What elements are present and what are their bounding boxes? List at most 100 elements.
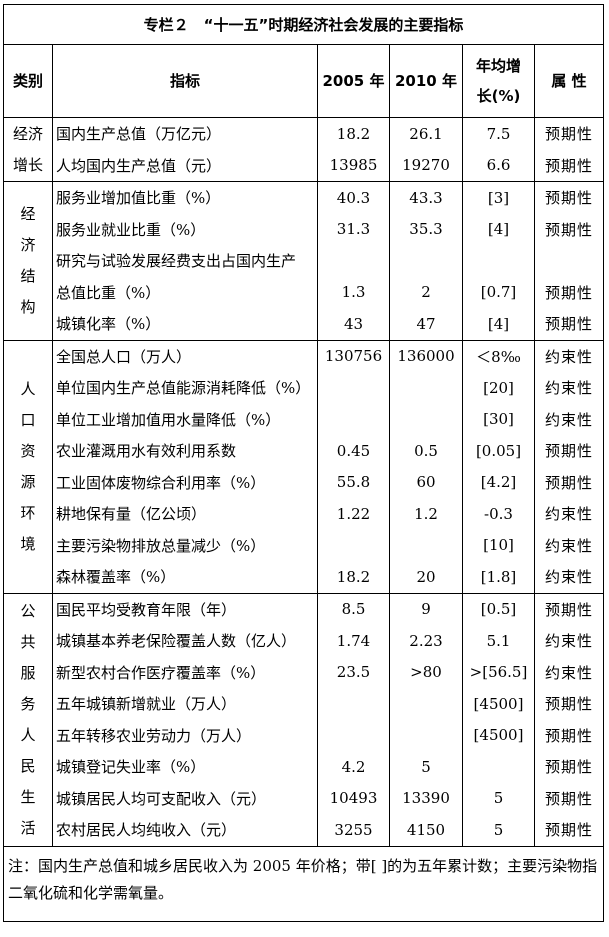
table-row: 主要污染物排放总量减少（%） [10] 约束性 (4, 529, 605, 561)
value-2010-cell: >80 (389, 656, 463, 688)
attribute-cell: 预期性 (533, 276, 605, 308)
header-growth-line1: 年均增 (475, 57, 521, 75)
value-2010-cell (389, 403, 463, 435)
indicator-cell: 单位国内生产总值能源消耗降低（%） (52, 372, 318, 404)
indicator-cell: 总值比重（%） (52, 276, 318, 308)
growth-cell: 7.5 (462, 117, 535, 150)
value-2010-cell: 26.1 (389, 117, 463, 150)
value-2005-cell (317, 372, 390, 404)
growth-cell: 5.1 (462, 625, 535, 657)
value-2005-cell: 13985 (317, 149, 390, 182)
indicator-cell: 城镇化率（%） (52, 308, 318, 341)
attribute-cell: 预期性 (533, 466, 605, 498)
value-2010-cell: 2 (389, 276, 463, 308)
attribute-cell: 预期性 (533, 435, 605, 467)
attribute-cell: 预期性 (533, 181, 605, 214)
indicator-cell: 国内生产总值（万亿元） (52, 117, 318, 150)
value-2005-cell: 1.3 (317, 276, 390, 308)
category-label-line: 民 (20, 756, 36, 775)
header-2010: 2010 年 (389, 44, 463, 118)
value-2010-cell: 60 (389, 466, 463, 498)
value-2010-cell (389, 688, 463, 720)
category-label-line: 济 (20, 235, 36, 254)
growth-cell: [30] (462, 403, 535, 435)
growth-cell: -0.3 (462, 498, 535, 530)
table-row: 新型农村合作医疗覆盖率（%） 23.5 >80 >[56.5] 约束性 (4, 656, 605, 688)
attribute-cell: 约束性 (533, 498, 605, 530)
indicator-cell: 耕地保有量（亿公顷） (52, 498, 318, 530)
value-2005-cell: 130756 (317, 339, 390, 372)
attribute-cell (533, 245, 605, 277)
indicator-cell: 服务业增加值比重（%） (52, 181, 318, 214)
category-cell: 经济结构 (3, 181, 53, 340)
table-row: 工业固体废物综合利用率（%） 55.8 60 [4.2] 预期性 (4, 466, 605, 498)
value-2010-cell: 9 (389, 592, 463, 625)
value-2010-cell: 0.5 (389, 435, 463, 467)
category-label-line: 增长 (12, 155, 43, 174)
attribute-cell: 预期性 (533, 117, 605, 150)
category-label-line: 务 (20, 694, 36, 713)
category-label-line: 人 (20, 725, 36, 744)
indicator-cell: 五年转移农业劳动力（万人） (52, 719, 318, 751)
growth-cell: [0.7] (462, 276, 535, 308)
value-2005-cell: 3255 (317, 814, 390, 847)
table-row: 五年城镇新增就业（万人） [4500] 预期性 (4, 688, 605, 720)
table-title: 专栏２ “十一五”时期经济社会发展的主要指标 (2, 4, 605, 45)
value-2010-cell: 13390 (389, 782, 463, 814)
header-attribute: 属 性 (533, 44, 605, 118)
value-2010-cell (389, 245, 463, 277)
value-2010-cell: 4150 (389, 814, 463, 847)
category-label-line: 共 (20, 632, 36, 651)
table-row: 服务业就业比重（%） 31.3 35.3 [4] 预期性 (4, 213, 605, 245)
attribute-cell: 预期性 (533, 751, 605, 783)
table-row: 五年转移农业劳动力（万人） [4500] 预期性 (4, 719, 605, 751)
growth-cell: [3] (462, 181, 535, 214)
value-2010-cell (389, 719, 463, 751)
indicator-cell: 人均国内生产总值（元） (52, 149, 318, 182)
indicator-cell: 单位工业增加值用水量降低（%） (52, 403, 318, 435)
growth-cell: [4] (462, 213, 535, 245)
title-row: 专栏２ “十一五”时期经济社会发展的主要指标 (2, 4, 605, 45)
value-2010-cell (389, 372, 463, 404)
category-label-line: 结 (20, 266, 36, 285)
table-row: 城镇居民人均可支配收入（元） 10493 13390 5 预期性 (4, 782, 605, 814)
value-2010-cell (389, 529, 463, 561)
growth-cell: [4] (462, 308, 535, 341)
table-row: 人口资源环境全国总人口（万人） 130756 136000 ＜8‰ 约束性 (3, 339, 605, 593)
table-note: 注：国内生产总值和城乡居民收入为 2005 年价格；带[ ]的为五年累计数；主要… (2, 845, 605, 922)
value-2005-cell: 1.74 (317, 625, 390, 657)
indicator-cell: 城镇登记失业率（%） (52, 751, 318, 783)
value-2010-cell: 47 (389, 308, 463, 341)
value-2005-cell (317, 688, 390, 720)
value-2005-cell: 4.2 (317, 751, 390, 783)
indicator-cell: 服务业就业比重（%） (52, 213, 318, 245)
category-label-line: 口 (20, 410, 36, 429)
indicator-cell: 农业灌溉用水有效利用系数 (52, 435, 318, 467)
growth-cell: [20] (462, 372, 535, 404)
category-label-line: 服 (20, 663, 36, 682)
header-growth-line2: 长(%) (476, 87, 521, 105)
attribute-cell: 预期性 (533, 782, 605, 814)
table-row: 城镇化率（%） 43 47 [4] 预期性 (4, 308, 605, 341)
growth-cell: [1.8] (462, 561, 535, 594)
indicator-cell: 主要污染物排放总量减少（%） (52, 529, 318, 561)
indicator-cell: 城镇居民人均可支配收入（元） (52, 782, 318, 814)
header-row: 类别 指标 2005 年 2010 年 年均增 长(%) 属 性 (3, 44, 605, 118)
growth-cell: 5 (462, 782, 535, 814)
value-2010-cell: 20 (389, 561, 463, 594)
value-2010-cell: 19270 (389, 149, 463, 182)
indicators-table: 专栏２ “十一五”时期经济社会发展的主要指标 类别 指标 2005 年 2010… (2, 4, 605, 922)
attribute-cell: 预期性 (533, 149, 605, 182)
table-row: 耕地保有量（亿公顷） 1.22 1.2 -0.3 约束性 (4, 498, 605, 530)
indicator-cell: 城镇基本养老保险覆盖人数（亿人） (52, 625, 318, 657)
growth-cell: >[56.5] (462, 656, 535, 688)
value-2005-cell: 55.8 (317, 466, 390, 498)
attribute-cell: 预期性 (533, 592, 605, 625)
attribute-cell: 约束性 (533, 529, 605, 561)
value-2005-cell (317, 719, 390, 751)
attribute-cell: 约束性 (533, 561, 605, 594)
category-label-line: 生 (20, 787, 36, 806)
category-label-line: 人 (20, 379, 36, 398)
value-2005-cell: 18.2 (317, 561, 390, 594)
table-row: 城镇基本养老保险覆盖人数（亿人） 1.74 2.23 5.1 约束性 (4, 625, 605, 657)
